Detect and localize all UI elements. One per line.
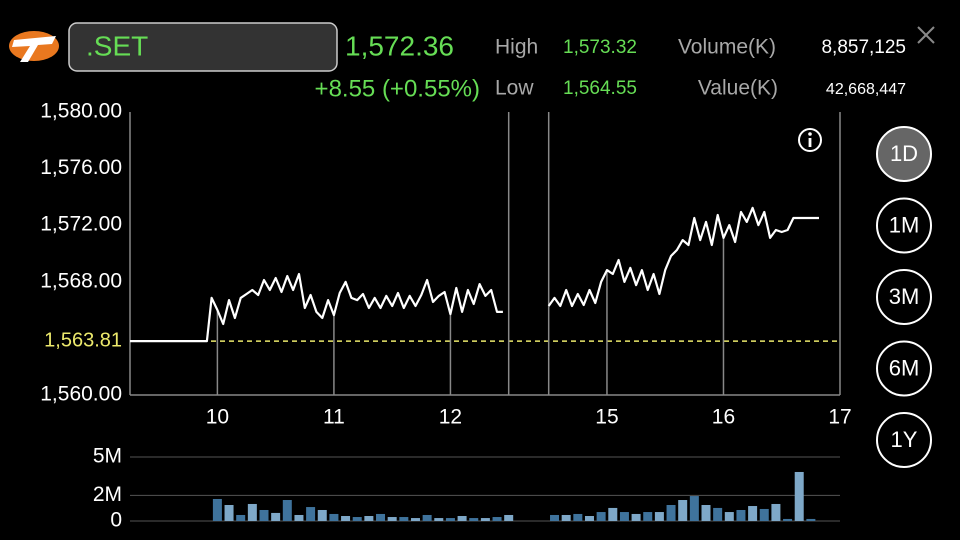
volume-bar: [457, 516, 467, 521]
volume-bar: [271, 512, 281, 521]
volume-bar: [701, 505, 711, 521]
volume-bar: [643, 512, 653, 521]
volume-bar: [748, 506, 758, 521]
volume-bar: [736, 509, 746, 521]
volume-bar: [399, 517, 409, 521]
volume-bar: [608, 507, 618, 521]
period-label[interactable]: 1Y: [891, 427, 918, 452]
y-tick-label: 1,572.00: [40, 213, 122, 236]
volume-bar: [317, 509, 327, 521]
y-tick-label: 1,560.00: [40, 383, 122, 406]
volume-bar: [573, 513, 583, 521]
volume-bar: [306, 507, 316, 521]
volume-bar: [666, 505, 676, 521]
volume-bar: [550, 514, 560, 521]
symbol[interactable]: .SET: [86, 30, 148, 61]
volume-bar: [422, 514, 432, 521]
volume-bar: [282, 500, 292, 521]
stat-label: High: [495, 36, 538, 59]
period-button[interactable]: [876, 412, 932, 468]
info-icon[interactable]: [798, 128, 822, 152]
period-label[interactable]: 3M: [889, 284, 920, 309]
price-line: [130, 206, 819, 343]
volume-bar: [294, 514, 304, 521]
period-button[interactable]: [876, 269, 932, 325]
period-button[interactable]: [876, 126, 932, 182]
volume-bar: [619, 512, 629, 521]
volume-bar: [631, 513, 641, 521]
period-label[interactable]: 1M: [889, 212, 920, 237]
last-price: 1,572.36: [345, 30, 454, 61]
stat-value: 1,573.32: [563, 37, 637, 58]
stat-label: Value(K): [698, 77, 778, 100]
x-tick-label: 10: [206, 406, 229, 429]
volume-bar: [806, 518, 816, 521]
y-tick-label: 5M: [93, 445, 122, 468]
volume-bar: [259, 509, 269, 521]
period-button[interactable]: [876, 340, 932, 397]
price-change: +8.55 (+0.55%): [315, 75, 480, 102]
volume-bar: [504, 514, 514, 521]
x-tick-label: 17: [828, 406, 851, 429]
period-label[interactable]: 6M: [889, 355, 920, 380]
y-tick-label: 0: [110, 509, 122, 532]
volume-bar: [352, 517, 362, 521]
stat-value: 42,668,447: [826, 81, 906, 98]
x-tick-label: 12: [439, 406, 462, 429]
volume-bar: [387, 517, 397, 521]
close-button[interactable]: [917, 26, 935, 44]
volume-bar: [724, 512, 734, 521]
search-box[interactable]: [68, 22, 338, 72]
x-tick-label: 16: [712, 406, 735, 429]
volume-bar: [236, 514, 246, 521]
charts: 1,560.00 1,568.00 1,572.00 1,576.00 1,580.00…: [40, 100, 851, 532]
volume-bar: [771, 503, 781, 521]
volume-bar: [364, 516, 374, 521]
volume-bar: [329, 513, 339, 521]
x-tick-label: 11: [323, 406, 345, 429]
volume-bar: [584, 516, 594, 521]
volume-bar: [469, 518, 479, 521]
volume-bar: [759, 508, 769, 521]
x-tick-label: 15: [595, 406, 618, 429]
volume-bar: [341, 516, 351, 521]
volume-bar: [492, 517, 502, 521]
volume-bar: [376, 513, 386, 521]
period-button[interactable]: [876, 197, 932, 254]
volume-bar: [434, 518, 444, 521]
volume-bar: [224, 505, 234, 521]
volume-bar: [794, 471, 804, 521]
volume-bar: [689, 496, 699, 521]
volume-bar: [410, 518, 420, 521]
y-tick-label: 2M: [93, 483, 122, 506]
volume-bar: [678, 500, 688, 521]
volume-bar: [445, 518, 455, 521]
y-tick-label: 1,576.00: [40, 156, 122, 179]
stat-label: Low: [495, 77, 534, 100]
y-tick-label: 1,568.00: [40, 269, 122, 292]
volume-bar: [713, 507, 723, 521]
volume-bar: [212, 498, 222, 521]
volume-bar: [561, 514, 571, 521]
y-tick-label: 1,580.00: [40, 100, 122, 123]
stat-value: 1,564.55: [563, 78, 637, 99]
volume-bar: [654, 512, 664, 521]
volume-bar: [783, 518, 793, 521]
volume-bar: [480, 518, 490, 521]
volume-bar: [247, 503, 257, 521]
reference-label: 1,563.81: [44, 329, 122, 351]
stat-value: 8,857,125: [821, 37, 906, 58]
stat-label: Volume(K): [678, 36, 776, 59]
period-label[interactable]: 1D: [890, 141, 918, 166]
period-buttons: 1D 1M 3M 6M 1Y: [876, 126, 932, 468]
volume-bar: [596, 512, 606, 521]
logo: [9, 31, 59, 62]
